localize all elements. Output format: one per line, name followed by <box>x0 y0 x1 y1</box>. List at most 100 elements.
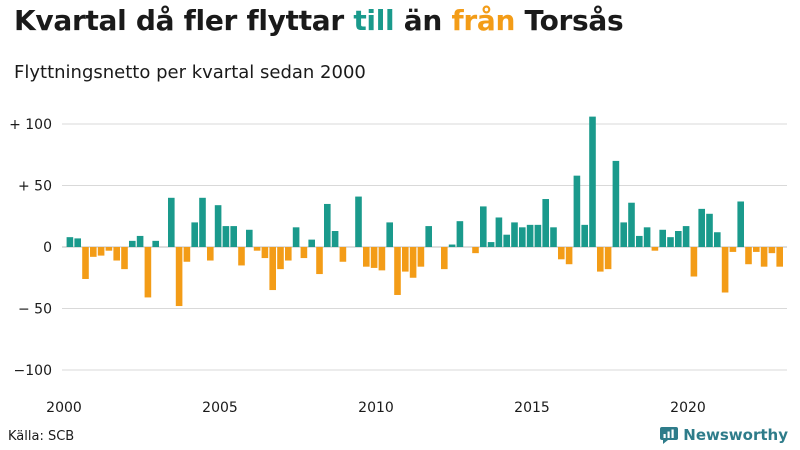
bar <box>659 229 666 247</box>
bar <box>191 222 198 247</box>
bar <box>300 247 308 259</box>
brand-logo[interactable]: Newsworthy <box>660 426 788 444</box>
bar <box>425 226 432 247</box>
bar <box>480 206 487 247</box>
bar <box>175 247 183 307</box>
bar <box>581 224 588 247</box>
x-tick-label: 2010 <box>358 400 394 416</box>
bar <box>620 222 627 247</box>
bar <box>737 201 744 247</box>
bar <box>565 247 573 265</box>
bar <box>643 227 651 247</box>
bar <box>753 247 760 252</box>
bar <box>168 197 175 247</box>
bar <box>597 247 604 272</box>
y-tick-label: + 50 <box>18 179 52 195</box>
bar <box>472 247 479 254</box>
bar <box>503 234 510 247</box>
bar <box>308 239 315 247</box>
y-tick-label: −100 <box>14 363 52 379</box>
bar <box>386 222 393 247</box>
bar <box>214 205 222 247</box>
bar <box>558 247 565 260</box>
bar <box>706 213 713 247</box>
bar <box>269 247 276 291</box>
bar <box>651 247 659 251</box>
bar <box>487 242 495 247</box>
bar <box>222 226 230 247</box>
bar <box>402 247 409 272</box>
bar <box>745 247 752 265</box>
bar <box>550 227 557 247</box>
bar <box>370 247 378 268</box>
x-tick-label: 2020 <box>670 400 706 416</box>
bar <box>682 226 690 247</box>
bar <box>82 247 89 279</box>
source-note: Källa: SCB <box>8 429 75 444</box>
bar <box>363 247 370 267</box>
bar <box>129 240 136 247</box>
bar <box>534 224 542 247</box>
bar <box>441 247 448 270</box>
bar <box>690 247 698 277</box>
bar <box>526 224 534 247</box>
bar <box>238 247 245 266</box>
x-tick-label: 2000 <box>46 400 82 416</box>
bar <box>667 237 674 247</box>
bar <box>66 237 74 247</box>
bar <box>409 247 417 278</box>
bar <box>277 247 284 270</box>
y-tick-label: 0 <box>43 240 52 256</box>
bar <box>339 247 347 262</box>
bar <box>768 247 776 254</box>
bar <box>714 232 721 247</box>
bar <box>394 247 401 295</box>
title-part-2: än <box>394 4 452 37</box>
bar <box>136 235 144 247</box>
bar <box>121 247 128 270</box>
bar <box>316 247 323 275</box>
bar <box>324 203 331 247</box>
bar <box>331 231 339 247</box>
bar <box>74 238 81 247</box>
x-tick-label: 2015 <box>514 400 550 416</box>
bar <box>253 247 261 251</box>
bar <box>776 247 783 267</box>
bar <box>448 244 456 247</box>
bar <box>355 196 362 247</box>
bar <box>729 247 737 252</box>
bar <box>612 160 620 247</box>
bar <box>152 240 159 247</box>
bar <box>105 247 113 251</box>
title-word-fran: från <box>451 4 516 37</box>
bar <box>698 208 705 247</box>
bar <box>207 247 214 261</box>
bar <box>573 175 581 247</box>
bar <box>113 247 120 261</box>
bar <box>183 247 191 262</box>
brand-name: Newsworthy <box>683 426 788 444</box>
bar <box>261 247 269 259</box>
bar <box>589 116 596 248</box>
bar <box>417 247 425 267</box>
bar <box>144 247 152 298</box>
title-part-1: Kvartal då fler flyttar <box>14 4 354 37</box>
bar <box>97 247 105 256</box>
bar <box>199 197 206 247</box>
y-tick-label: − 50 <box>18 302 52 318</box>
bar <box>519 227 526 247</box>
y-tick-label: + 100 <box>9 117 52 133</box>
bar <box>246 229 253 247</box>
chart-title: Kvartal då fler flyttar till än från Tor… <box>14 4 624 37</box>
bar <box>628 202 635 247</box>
bar <box>511 222 518 247</box>
bar <box>542 199 549 247</box>
bar <box>604 247 612 270</box>
newsworthy-logo-icon <box>660 426 679 444</box>
bar <box>636 235 643 247</box>
x-tick-label: 2005 <box>202 400 238 416</box>
bar <box>230 226 237 247</box>
bar <box>495 217 503 247</box>
bar <box>90 247 97 257</box>
